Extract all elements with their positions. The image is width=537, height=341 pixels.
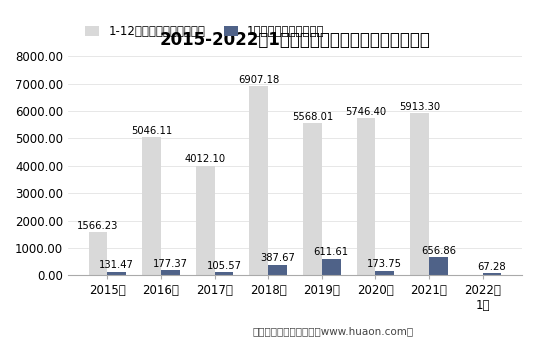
- Text: 656.86: 656.86: [421, 246, 456, 256]
- Bar: [89, 233, 107, 275]
- Text: 5568.01: 5568.01: [292, 112, 333, 121]
- Text: 5913.30: 5913.30: [399, 102, 440, 112]
- Text: 387.67: 387.67: [260, 253, 295, 263]
- Bar: [429, 257, 448, 275]
- Title: 2015-2022年1月大连商品交易所焦炭期货成交量: 2015-2022年1月大连商品交易所焦炭期货成交量: [159, 31, 431, 49]
- Text: 制图：华经产业研究院（www.huaon.com）: 制图：华经产业研究院（www.huaon.com）: [252, 326, 413, 336]
- Bar: [107, 272, 126, 275]
- Text: 131.47: 131.47: [99, 261, 134, 270]
- Text: 611.61: 611.61: [314, 247, 349, 257]
- Text: 6907.18: 6907.18: [238, 75, 279, 85]
- Bar: [322, 258, 340, 275]
- Text: 5046.11: 5046.11: [131, 126, 172, 136]
- Bar: [303, 123, 322, 275]
- Bar: [142, 137, 161, 275]
- Bar: [161, 270, 180, 275]
- Text: 4012.10: 4012.10: [185, 154, 226, 164]
- Bar: [375, 270, 394, 275]
- Text: 67.28: 67.28: [478, 262, 506, 272]
- Legend: 1-12月期货成交量（万手）, 1月期货成交量（万手）: 1-12月期货成交量（万手）, 1月期货成交量（万手）: [83, 23, 327, 41]
- Bar: [483, 273, 502, 275]
- Bar: [410, 114, 429, 275]
- Bar: [268, 265, 287, 275]
- Text: 177.37: 177.37: [153, 259, 188, 269]
- Bar: [357, 118, 375, 275]
- Bar: [249, 86, 268, 275]
- Text: 1566.23: 1566.23: [77, 221, 119, 231]
- Text: 105.57: 105.57: [206, 261, 242, 271]
- Text: 173.75: 173.75: [367, 259, 402, 269]
- Bar: [215, 272, 234, 275]
- Text: 5746.40: 5746.40: [345, 107, 387, 117]
- Bar: [196, 165, 215, 275]
